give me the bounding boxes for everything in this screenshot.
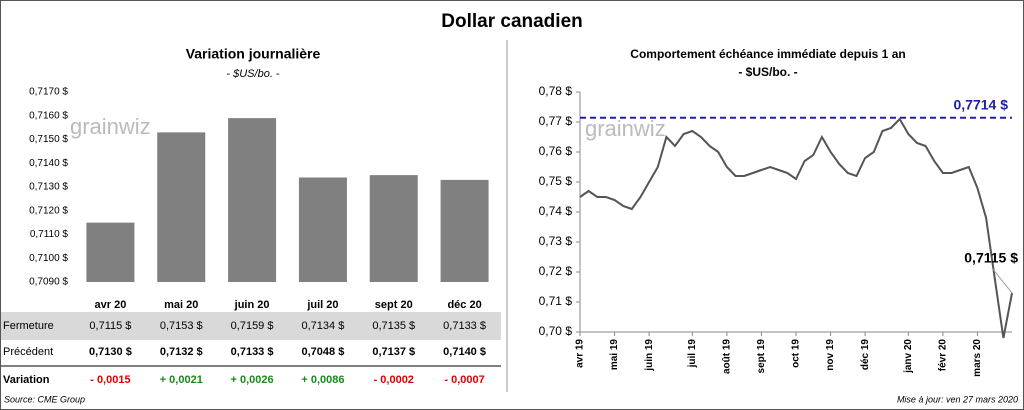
table-cell: - 0,0007 — [444, 374, 484, 386]
y-tick-label: 0,7130 $ — [29, 182, 68, 193]
x-tick-label: mai 19 — [609, 339, 620, 371]
bar — [86, 222, 135, 282]
x-tick-label: nov 19 — [825, 339, 836, 371]
x-tick-label: avr 20 — [95, 299, 127, 311]
table-cell: - 0,0015 — [90, 374, 130, 386]
table-cell: 0,7048 $ — [302, 346, 345, 358]
x-tick-label: févr 20 — [938, 339, 949, 372]
x-tick-label: juin 20 — [234, 299, 270, 311]
x-tick-label: sept 19 — [756, 339, 767, 374]
chart-title: Comportement échéance immédiate depuis 1… — [630, 47, 905, 61]
bar — [228, 118, 277, 282]
table-cell: 0,7132 $ — [160, 346, 203, 358]
x-tick-label: mai 20 — [164, 299, 198, 311]
y-tick-label: 0,71 $ — [539, 294, 573, 308]
x-tick-label: juin 19 — [644, 339, 655, 372]
leader — [991, 267, 1013, 294]
y-tick-label: 0,77 $ — [539, 114, 573, 128]
y-tick-label: 0,73 $ — [539, 234, 573, 248]
bar — [369, 175, 418, 282]
row-label: Précédent — [3, 346, 53, 358]
x-tick-label: janv 20 — [903, 339, 914, 374]
y-tick-label: 0,76 $ — [539, 144, 573, 158]
x-tick-label: août 19 — [722, 339, 733, 374]
chart-title: Variation journalière — [186, 46, 321, 62]
chart-subtitle: - $US/bo. - — [226, 68, 280, 80]
y-tick-label: 0,75 $ — [539, 174, 573, 188]
y-tick-label: 0,7140 $ — [29, 158, 68, 169]
row-label: Variation — [3, 374, 50, 386]
y-tick-label: 0,7090 $ — [29, 277, 68, 288]
table-cell: 0,7130 $ — [89, 346, 132, 358]
x-tick-label: juil 19 — [687, 339, 698, 369]
y-tick-label: 0,7120 $ — [29, 205, 68, 216]
last-value-label: 0,7115 $ — [964, 250, 1018, 266]
bar — [298, 177, 347, 282]
reference-label: 0,7714 $ — [954, 97, 1009, 113]
value-label: 0,7159 $ — [231, 320, 274, 332]
x-tick-label: oct 19 — [791, 339, 802, 368]
x-tick-label: avr 19 — [575, 339, 586, 368]
watermark: grainwiz — [70, 114, 151, 139]
table-cell: 0,7133 $ — [231, 346, 274, 358]
value-label: 0,7133 $ — [443, 320, 486, 332]
y-tick-label: 0,72 $ — [539, 264, 573, 278]
y-tick-label: 0,70 $ — [539, 324, 573, 338]
y-tick-label: 0,78 $ — [539, 84, 573, 98]
value-label: 0,7115 $ — [89, 320, 131, 332]
x-tick-label: mars 20 — [972, 339, 983, 377]
value-label: 0,7153 $ — [160, 320, 203, 332]
y-tick-label: 0,7160 $ — [29, 110, 68, 121]
table-cell: 0,7137 $ — [372, 346, 415, 358]
table-cell: 0,7140 $ — [443, 346, 486, 358]
table-cell: + 0,0026 — [231, 374, 274, 386]
bar — [157, 132, 206, 282]
x-tick-label: déc 20 — [447, 299, 481, 311]
y-tick-label: 0,74 $ — [539, 204, 573, 218]
row-label: Fermeture — [3, 320, 54, 332]
y-tick-label: 0,7150 $ — [29, 134, 68, 145]
chart-subtitle: - $US/bo. - — [738, 65, 797, 79]
x-tick-label: juil 20 — [306, 299, 338, 311]
y-tick-label: 0,7110 $ — [30, 229, 69, 240]
table-cell: + 0,0086 — [301, 374, 344, 386]
x-tick-label: sept 20 — [375, 299, 413, 311]
page-title: Dollar canadien — [441, 11, 583, 32]
updated: Mise à jour: ven 27 mars 2020 — [897, 394, 1018, 404]
table-cell: + 0,0021 — [160, 374, 203, 386]
price-line — [579, 117, 1013, 339]
watermark: grainwiz — [585, 116, 666, 141]
bar — [440, 179, 489, 282]
source: Source: CME Group — [4, 394, 85, 404]
value-label: 0,7134 $ — [302, 320, 345, 332]
row-band — [1, 312, 501, 340]
value-label: 0,7135 $ — [372, 320, 415, 332]
table-cell: - 0,0002 — [374, 374, 414, 386]
y-tick-label: 0,7170 $ — [29, 87, 68, 98]
x-tick-label: déc 19 — [860, 339, 871, 371]
y-tick-label: 0,7100 $ — [29, 253, 68, 264]
